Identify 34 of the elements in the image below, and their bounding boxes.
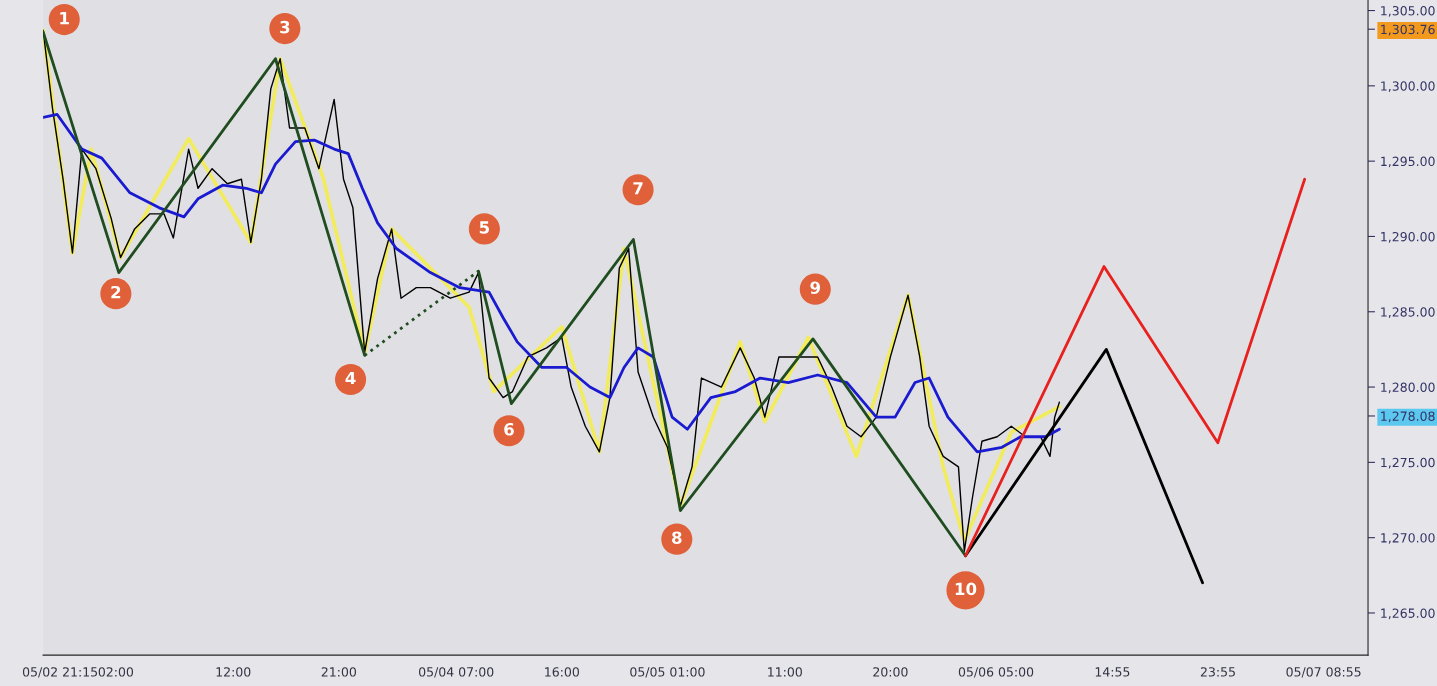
y-tick-label: 1,265.00: [1381, 608, 1435, 620]
annotation: 3: [280, 20, 290, 34]
x-tick-label: 11:00: [768, 667, 802, 677]
x-tick-label: 12:00: [216, 667, 251, 677]
annotation: 4: [345, 371, 356, 385]
annotation: 8: [672, 531, 682, 544]
annotation: 2: [111, 285, 121, 299]
y-tick-label: 1,295.00: [1381, 156, 1435, 168]
y-tick-label: 1,280.00: [1381, 382, 1435, 394]
x-tick-label: 23:55: [1200, 667, 1235, 677]
annotation: 9: [810, 281, 821, 294]
x-tick-label: 14:55: [1095, 667, 1130, 677]
y-tick-label: 1,270.00: [1381, 533, 1435, 544]
annotation: 5: [479, 221, 489, 234]
x-tick-label: 05/06 05:00: [958, 667, 1034, 678]
y-tick-label: 1,290.00: [1381, 231, 1435, 243]
x-tick-label: 16:00: [545, 667, 579, 677]
annotation: 6: [504, 422, 514, 436]
y-tick-label: 1,305.00: [1381, 6, 1435, 17]
x-tick-label: 05/02 21:15: [22, 667, 98, 678]
x-tick-label: 05/04 07:00: [419, 667, 494, 678]
annotation: 1: [60, 12, 69, 25]
x-tick-label: 02:00: [98, 667, 134, 677]
x-tick-label: 05/07 08:55: [1286, 667, 1361, 678]
annotation: 10: [955, 582, 977, 596]
x-tick-label: 05/05 01:00: [630, 667, 705, 678]
y-tick-label: 1,300.00: [1381, 81, 1435, 93]
y-tick-label: 1,278.08: [1381, 411, 1435, 423]
x-tick-label: 21:00: [321, 667, 357, 677]
y-tick-label: 1,275.00: [1381, 457, 1435, 469]
x-tick-label: 20:00: [873, 667, 908, 677]
y-tick-label: 1,303.76: [1381, 24, 1435, 36]
y-tick-label: 1,285.00: [1381, 307, 1435, 318]
annotation: 7: [633, 182, 643, 195]
